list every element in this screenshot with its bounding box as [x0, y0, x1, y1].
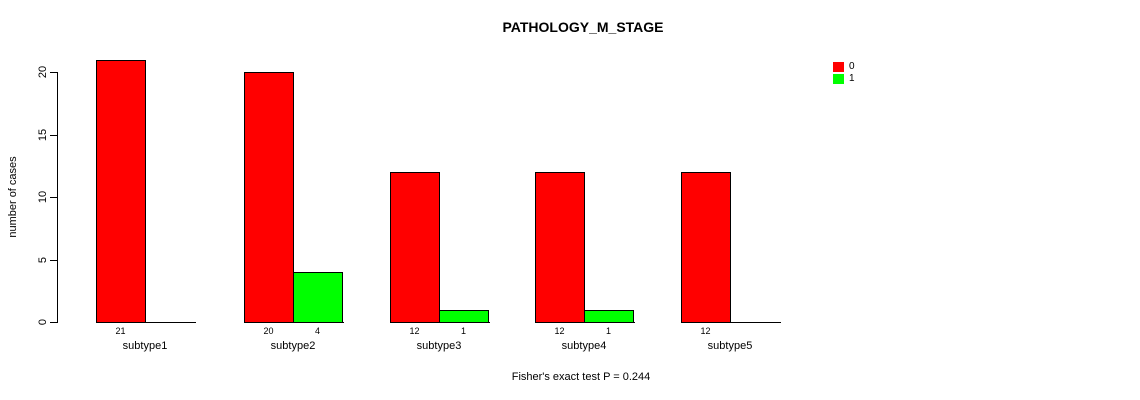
y-tick [50, 72, 57, 73]
y-tick-label: 5 [37, 256, 49, 264]
footnote: Fisher's exact test P = 0.244 [511, 371, 651, 383]
bar-count-label: 20 [263, 326, 274, 336]
category-label-subtype1: subtype1 [122, 340, 168, 352]
bar-subtype3-series-0 [390, 172, 440, 323]
category-label-subtype4: subtype4 [561, 340, 607, 352]
bar-subtype4-series-1 [584, 310, 634, 323]
group-baseline [96, 322, 196, 323]
bar-count-label: 1 [605, 326, 612, 336]
y-tick-label: 15 [37, 128, 49, 142]
y-tick-label: 10 [37, 190, 49, 204]
chart-title: PATHOLOGY_M_STAGE [502, 19, 664, 35]
category-label-subtype5: subtype5 [707, 340, 753, 352]
bar-subtype2-series-1 [293, 272, 343, 323]
legend-entry-1: 1 [833, 74, 855, 84]
bar-subtype5-series-0 [681, 172, 731, 323]
bar-count-label: 12 [554, 326, 565, 336]
group-baseline [681, 322, 781, 323]
y-tick [50, 260, 57, 261]
bar-subtype1-series-0 [96, 60, 146, 323]
legend-label: 0 [849, 61, 855, 72]
legend-entry-0: 0 [833, 62, 855, 72]
y-tick-label: 0 [37, 318, 49, 326]
bar-subtype2-series-0 [244, 72, 294, 323]
y-tick-label: 20 [37, 65, 49, 79]
legend-label: 1 [849, 73, 855, 84]
legend-swatch-icon [833, 62, 844, 72]
y-tick [50, 135, 57, 136]
bar-count-label: 21 [115, 326, 126, 336]
bar-subtype4-series-0 [535, 172, 585, 323]
bar-count-label: 12 [700, 326, 711, 336]
y-tick [50, 322, 57, 323]
legend-swatch-icon [833, 74, 844, 84]
bar-count-label: 12 [409, 326, 420, 336]
y-axis-label: number of cases [7, 156, 19, 238]
y-axis-line [57, 72, 58, 323]
bar-count-label: 4 [314, 326, 321, 336]
bar-subtype3-series-1 [439, 310, 489, 323]
bar-count-label: 1 [460, 326, 467, 336]
category-label-subtype3: subtype3 [416, 340, 462, 352]
category-label-subtype2: subtype2 [270, 340, 316, 352]
y-tick [50, 197, 57, 198]
